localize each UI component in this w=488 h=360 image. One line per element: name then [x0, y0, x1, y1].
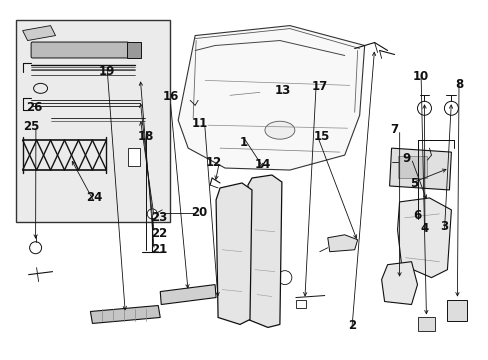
Polygon shape: [90, 306, 160, 323]
Text: 16: 16: [162, 90, 178, 103]
Text: 7: 7: [390, 123, 398, 136]
Text: 25: 25: [23, 121, 39, 134]
Ellipse shape: [34, 84, 47, 93]
Polygon shape: [216, 183, 251, 324]
Text: 3: 3: [440, 220, 447, 233]
Text: 2: 2: [347, 319, 355, 332]
Text: 18: 18: [138, 130, 154, 143]
Text: 13: 13: [274, 84, 290, 97]
Text: 10: 10: [412, 70, 428, 83]
Polygon shape: [178, 26, 364, 170]
Polygon shape: [381, 262, 417, 305]
Text: 11: 11: [191, 117, 207, 130]
Bar: [127, 41, 141, 58]
Text: 12: 12: [206, 156, 222, 169]
Ellipse shape: [264, 121, 294, 139]
Text: 19: 19: [99, 65, 115, 78]
Text: 5: 5: [409, 177, 417, 190]
Bar: [397, 156, 427, 178]
Text: 1: 1: [239, 136, 247, 149]
Bar: [417, 318, 435, 332]
Circle shape: [277, 271, 291, 285]
Text: 9: 9: [402, 152, 409, 165]
Text: 17: 17: [311, 80, 327, 93]
Circle shape: [30, 242, 41, 254]
Circle shape: [417, 101, 430, 115]
Polygon shape: [160, 285, 216, 305]
Text: 26: 26: [25, 101, 42, 114]
Bar: [295, 300, 305, 307]
Text: 8: 8: [454, 78, 462, 91]
Text: 6: 6: [413, 210, 421, 222]
Bar: [16, 20, 170, 222]
Circle shape: [147, 209, 157, 219]
Text: 20: 20: [191, 207, 207, 220]
Text: 24: 24: [86, 191, 102, 204]
Text: 4: 4: [420, 222, 428, 235]
Bar: [447, 300, 467, 321]
Text: 21: 21: [151, 243, 167, 256]
Bar: [128, 148, 140, 166]
FancyBboxPatch shape: [31, 42, 128, 58]
Polygon shape: [389, 148, 450, 190]
Text: 14: 14: [254, 158, 271, 171]
Polygon shape: [397, 198, 450, 278]
Polygon shape: [247, 175, 281, 328]
Circle shape: [444, 101, 457, 115]
Polygon shape: [22, 26, 56, 41]
Polygon shape: [327, 235, 357, 252]
Text: 15: 15: [313, 130, 329, 143]
Text: 22: 22: [151, 226, 167, 239]
Text: 23: 23: [151, 211, 167, 224]
